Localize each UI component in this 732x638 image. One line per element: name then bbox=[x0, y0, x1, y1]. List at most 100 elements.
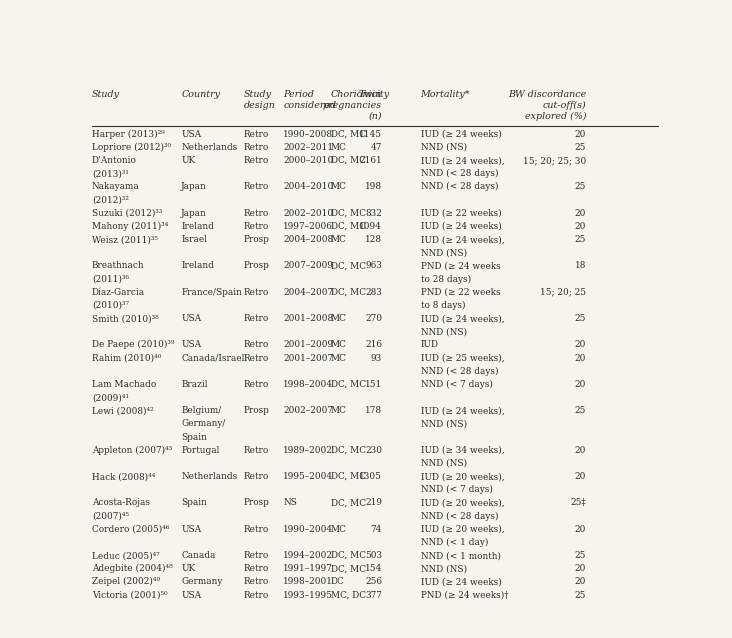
Text: cut-off(s): cut-off(s) bbox=[542, 101, 586, 110]
Text: Lam Machado: Lam Machado bbox=[92, 380, 157, 389]
Text: DC, MC: DC, MC bbox=[331, 564, 366, 573]
Text: 2004–2010: 2004–2010 bbox=[283, 182, 334, 191]
Text: 963: 963 bbox=[365, 262, 382, 271]
Text: 198: 198 bbox=[365, 182, 382, 191]
Text: Smith (2010)³⁸: Smith (2010)³⁸ bbox=[92, 314, 159, 323]
Text: Retro: Retro bbox=[244, 209, 269, 218]
Text: MC, DC: MC, DC bbox=[331, 591, 366, 600]
Text: considered: considered bbox=[283, 101, 337, 110]
Text: Canada/Israel: Canada/Israel bbox=[181, 353, 244, 362]
Text: DC, MC: DC, MC bbox=[331, 222, 366, 231]
Text: 377: 377 bbox=[365, 591, 382, 600]
Text: IUD (≥ 24 weeks): IUD (≥ 24 weeks) bbox=[420, 222, 501, 231]
Text: 219: 219 bbox=[365, 498, 382, 507]
Text: 25: 25 bbox=[575, 591, 586, 600]
Text: D’Antonio: D’Antonio bbox=[92, 156, 137, 165]
Text: 25: 25 bbox=[575, 551, 586, 560]
Text: Adegbite (2004)⁴⁸: Adegbite (2004)⁴⁸ bbox=[92, 564, 173, 574]
Text: 2000–2010: 2000–2010 bbox=[283, 156, 334, 165]
Text: (n): (n) bbox=[368, 112, 382, 121]
Text: DC, MC: DC, MC bbox=[331, 380, 366, 389]
Text: NND (NS): NND (NS) bbox=[420, 419, 467, 428]
Text: pregnancies: pregnancies bbox=[323, 101, 382, 110]
Text: 1995–2004: 1995–2004 bbox=[283, 472, 333, 481]
Text: Díaz-Garcia: Díaz-Garcia bbox=[92, 288, 145, 297]
Text: NND (< 1 day): NND (< 1 day) bbox=[420, 538, 488, 547]
Text: NND (NS): NND (NS) bbox=[420, 564, 467, 573]
Text: DC, MC: DC, MC bbox=[331, 288, 366, 297]
Text: Prosp: Prosp bbox=[244, 406, 269, 415]
Text: Spain: Spain bbox=[181, 433, 207, 441]
Text: 1145: 1145 bbox=[359, 130, 382, 138]
Text: Hack (2008)⁴⁴: Hack (2008)⁴⁴ bbox=[92, 472, 155, 481]
Text: 1997–2006: 1997–2006 bbox=[283, 222, 333, 231]
Text: Portugal: Portugal bbox=[181, 446, 220, 455]
Text: USA: USA bbox=[181, 130, 201, 138]
Text: 25: 25 bbox=[575, 235, 586, 244]
Text: Japan: Japan bbox=[181, 182, 207, 191]
Text: IUD (≥ 24 weeks),: IUD (≥ 24 weeks), bbox=[420, 406, 504, 415]
Text: Germany/: Germany/ bbox=[181, 419, 225, 428]
Text: Prosp: Prosp bbox=[244, 498, 269, 507]
Text: 20: 20 bbox=[575, 380, 586, 389]
Text: NND (NS): NND (NS) bbox=[420, 143, 467, 152]
Text: 503: 503 bbox=[365, 551, 382, 560]
Text: BW discordance: BW discordance bbox=[508, 91, 586, 100]
Text: Netherlands: Netherlands bbox=[181, 143, 237, 152]
Text: (2010)³⁷: (2010)³⁷ bbox=[92, 301, 129, 310]
Text: (2013)³¹: (2013)³¹ bbox=[92, 169, 129, 178]
Text: NS: NS bbox=[283, 498, 297, 507]
Text: IUD (≥ 24 weeks): IUD (≥ 24 weeks) bbox=[420, 130, 501, 138]
Text: USA: USA bbox=[181, 591, 201, 600]
Text: DC, MC: DC, MC bbox=[331, 262, 366, 271]
Text: Brazil: Brazil bbox=[181, 380, 208, 389]
Text: 25‡: 25‡ bbox=[570, 498, 586, 507]
Text: IUD (≥ 20 weeks),: IUD (≥ 20 weeks), bbox=[420, 498, 504, 507]
Text: design: design bbox=[244, 101, 275, 110]
Text: Retro: Retro bbox=[244, 591, 269, 600]
Text: 1305: 1305 bbox=[359, 472, 382, 481]
Text: 20: 20 bbox=[575, 577, 586, 586]
Text: Retro: Retro bbox=[244, 472, 269, 481]
Text: Victoria (2001)⁵⁰: Victoria (2001)⁵⁰ bbox=[92, 591, 168, 600]
Text: Harper (2013)²⁹: Harper (2013)²⁹ bbox=[92, 130, 165, 139]
Text: DC, MC: DC, MC bbox=[331, 130, 366, 138]
Text: Retro: Retro bbox=[244, 353, 269, 362]
Text: IUD (≥ 24 weeks),: IUD (≥ 24 weeks), bbox=[420, 314, 504, 323]
Text: UK: UK bbox=[181, 156, 195, 165]
Text: Retro: Retro bbox=[244, 156, 269, 165]
Text: 128: 128 bbox=[365, 235, 382, 244]
Text: 2002–2010: 2002–2010 bbox=[283, 209, 333, 218]
Text: NND (< 7 days): NND (< 7 days) bbox=[420, 485, 493, 494]
Text: UK: UK bbox=[181, 564, 195, 573]
Text: USA: USA bbox=[181, 314, 201, 323]
Text: 283: 283 bbox=[365, 288, 382, 297]
Text: Germany: Germany bbox=[181, 577, 223, 586]
Text: Netherlands: Netherlands bbox=[181, 472, 237, 481]
Text: Prosp: Prosp bbox=[244, 235, 269, 244]
Text: 20: 20 bbox=[575, 341, 586, 350]
Text: 2001–2009: 2001–2009 bbox=[283, 341, 333, 350]
Text: 1994–2002: 1994–2002 bbox=[283, 551, 333, 560]
Text: Mahony (2011)³⁴: Mahony (2011)³⁴ bbox=[92, 222, 168, 231]
Text: NND (< 28 days): NND (< 28 days) bbox=[420, 512, 498, 521]
Text: NND (< 7 days): NND (< 7 days) bbox=[420, 380, 493, 389]
Text: 2007–2009: 2007–2009 bbox=[283, 262, 333, 271]
Text: MC: MC bbox=[331, 182, 347, 191]
Text: PND (≥ 24 weeks)†: PND (≥ 24 weeks)† bbox=[420, 591, 508, 600]
Text: 178: 178 bbox=[365, 406, 382, 415]
Text: 2004–2007: 2004–2007 bbox=[283, 288, 333, 297]
Text: MC: MC bbox=[331, 314, 347, 323]
Text: Retro: Retro bbox=[244, 341, 269, 350]
Text: PND (≥ 22 weeks: PND (≥ 22 weeks bbox=[420, 288, 500, 297]
Text: Retro: Retro bbox=[244, 182, 269, 191]
Text: DC, MC: DC, MC bbox=[331, 472, 366, 481]
Text: 25: 25 bbox=[575, 143, 586, 152]
Text: Ireland: Ireland bbox=[181, 262, 214, 271]
Text: 20: 20 bbox=[575, 209, 586, 218]
Text: 2001–2007: 2001–2007 bbox=[283, 353, 333, 362]
Text: DC, MC: DC, MC bbox=[331, 209, 366, 218]
Text: Twin: Twin bbox=[359, 91, 382, 100]
Text: Weisz (2011)³⁵: Weisz (2011)³⁵ bbox=[92, 235, 158, 244]
Text: Nakayama: Nakayama bbox=[92, 182, 140, 191]
